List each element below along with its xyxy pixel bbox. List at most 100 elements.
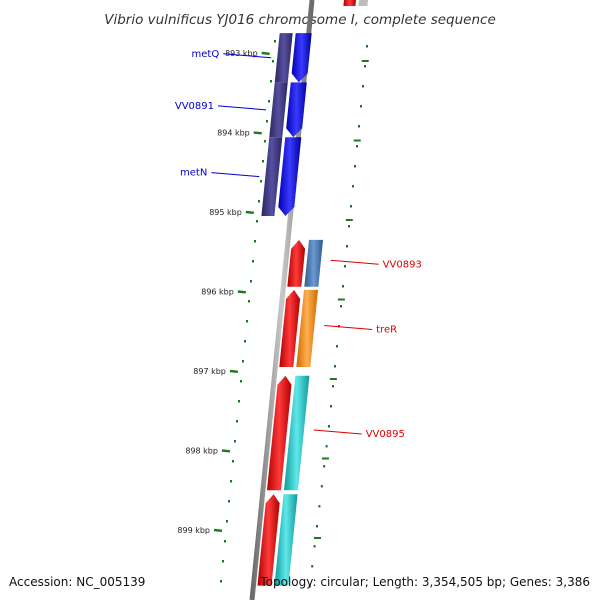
ring-dot	[270, 80, 272, 83]
ring-dot	[311, 565, 314, 568]
ring-dot	[260, 180, 262, 183]
gene-label-treR[interactable]: treR	[376, 324, 397, 335]
ring-dot	[272, 60, 274, 63]
gene-feature-VV0893	[304, 239, 324, 287]
reference-ring-dots	[220, 40, 368, 588]
ring-dot	[222, 560, 224, 563]
gene-VV0895[interactable]	[266, 375, 292, 491]
tick-label: 893 kbp	[225, 49, 258, 58]
gene-feature-metN	[261, 137, 283, 216]
ring-dot	[232, 460, 234, 463]
ring-dot	[342, 285, 344, 288]
ring-dot	[362, 85, 364, 88]
gene-label-leader	[211, 172, 260, 178]
gene-feature-metQ	[274, 33, 293, 83]
ring-dot	[250, 280, 252, 283]
ring-dot	[350, 205, 352, 208]
ring-dot	[340, 305, 342, 308]
tick-label: 894 kbp	[217, 129, 250, 138]
tick-label: 896 kbp	[201, 288, 234, 297]
gene-feature-VV0891	[269, 82, 288, 138]
gene-label-leader	[313, 429, 362, 435]
gene-feature-VV0895	[283, 375, 310, 491]
gene-metQ[interactable]	[291, 33, 312, 83]
gene-label-VV0891[interactable]: VV0891	[175, 101, 214, 112]
gene-VV0893[interactable]	[287, 239, 306, 287]
ring-dot	[242, 360, 244, 363]
ring-dot	[252, 260, 254, 263]
ring-dot	[334, 365, 336, 368]
ring-dot	[268, 100, 270, 103]
ring-dot	[274, 40, 276, 43]
tick-label: 897 kbp	[193, 367, 226, 376]
ring-dot	[244, 340, 246, 343]
gene-label-leader	[223, 53, 272, 59]
ring-dot	[318, 505, 321, 508]
ring-dot	[220, 580, 222, 583]
ring-dot	[226, 520, 228, 523]
gene-label-leader	[324, 324, 373, 330]
ring-dot	[348, 225, 350, 228]
ring-dot	[316, 525, 318, 528]
gene-treR[interactable]	[279, 289, 301, 368]
tick-label: 895 kbp	[209, 208, 242, 217]
gene-label-VV0895[interactable]: VV0895	[366, 429, 405, 440]
ring-dot	[230, 480, 232, 483]
ring-dot	[236, 420, 238, 423]
ring-dot	[358, 125, 360, 128]
ring-dot	[346, 245, 348, 248]
map-title: Vibrio vulnificus YJ016 chromosome I, co…	[104, 12, 496, 28]
gene-label-metN[interactable]: metN	[180, 168, 207, 179]
gene-track	[257, 0, 356, 586]
ring-dot	[344, 265, 346, 268]
ring-dot	[246, 320, 248, 323]
gene-label-metQ[interactable]: metQ	[192, 49, 220, 60]
ring-dot	[332, 385, 334, 388]
gene-labels: metQ VV0891 metN VV0893 treR VV0895	[175, 49, 422, 440]
gene-VV0896[interactable]	[257, 494, 280, 586]
ring-dot	[262, 160, 264, 163]
ring-dot	[354, 165, 356, 168]
ring-dot	[248, 300, 250, 303]
gene-feature-treR	[296, 289, 319, 368]
summary-text: Topology: circular; Length: 3,354,505 bp…	[259, 575, 590, 589]
ring-dot	[364, 65, 366, 68]
tick-label: 898 kbp	[185, 447, 218, 456]
major-tick	[221, 449, 231, 453]
ring-dot	[328, 425, 330, 428]
ring-dot	[258, 200, 260, 203]
gene-VV0891[interactable]	[286, 82, 307, 138]
ring-dot	[366, 45, 368, 48]
major-tick	[245, 210, 254, 214]
tick-label: 899 kbp	[177, 526, 210, 535]
gene-label-leader	[330, 259, 379, 265]
major-tick	[237, 290, 246, 294]
major-tick	[229, 369, 239, 373]
gene-feature-partial-top	[358, 0, 368, 6]
major-tick	[253, 131, 262, 135]
ring-dot	[224, 540, 226, 543]
ring-dot	[330, 405, 332, 408]
gene-partial-top[interactable]	[343, 0, 356, 6]
ring-dot	[234, 440, 236, 443]
ring-dot	[320, 485, 323, 488]
ring-dot	[360, 105, 362, 108]
kbp-ticks: 893 kbp 894 kbp 895 kbp 896 kbp 897 kbp 898 k…	[177, 49, 369, 539]
ring-dot	[256, 220, 258, 223]
gene-feature-VV0896	[274, 494, 298, 586]
ring-dot	[356, 145, 358, 148]
ring-dot	[228, 500, 230, 503]
ring-dot	[264, 140, 266, 143]
ring-dot	[238, 400, 240, 403]
gene-metN[interactable]	[278, 137, 302, 216]
ring-dot	[308, 585, 311, 588]
ring-dot	[313, 545, 316, 548]
ring-dot	[352, 185, 354, 188]
major-tick	[213, 528, 223, 532]
ring-dot	[254, 240, 256, 243]
feature-track	[261, 0, 368, 586]
ring-dot	[323, 465, 326, 468]
gene-label-VV0893[interactable]: VV0893	[383, 259, 422, 270]
ring-dot	[266, 120, 268, 123]
